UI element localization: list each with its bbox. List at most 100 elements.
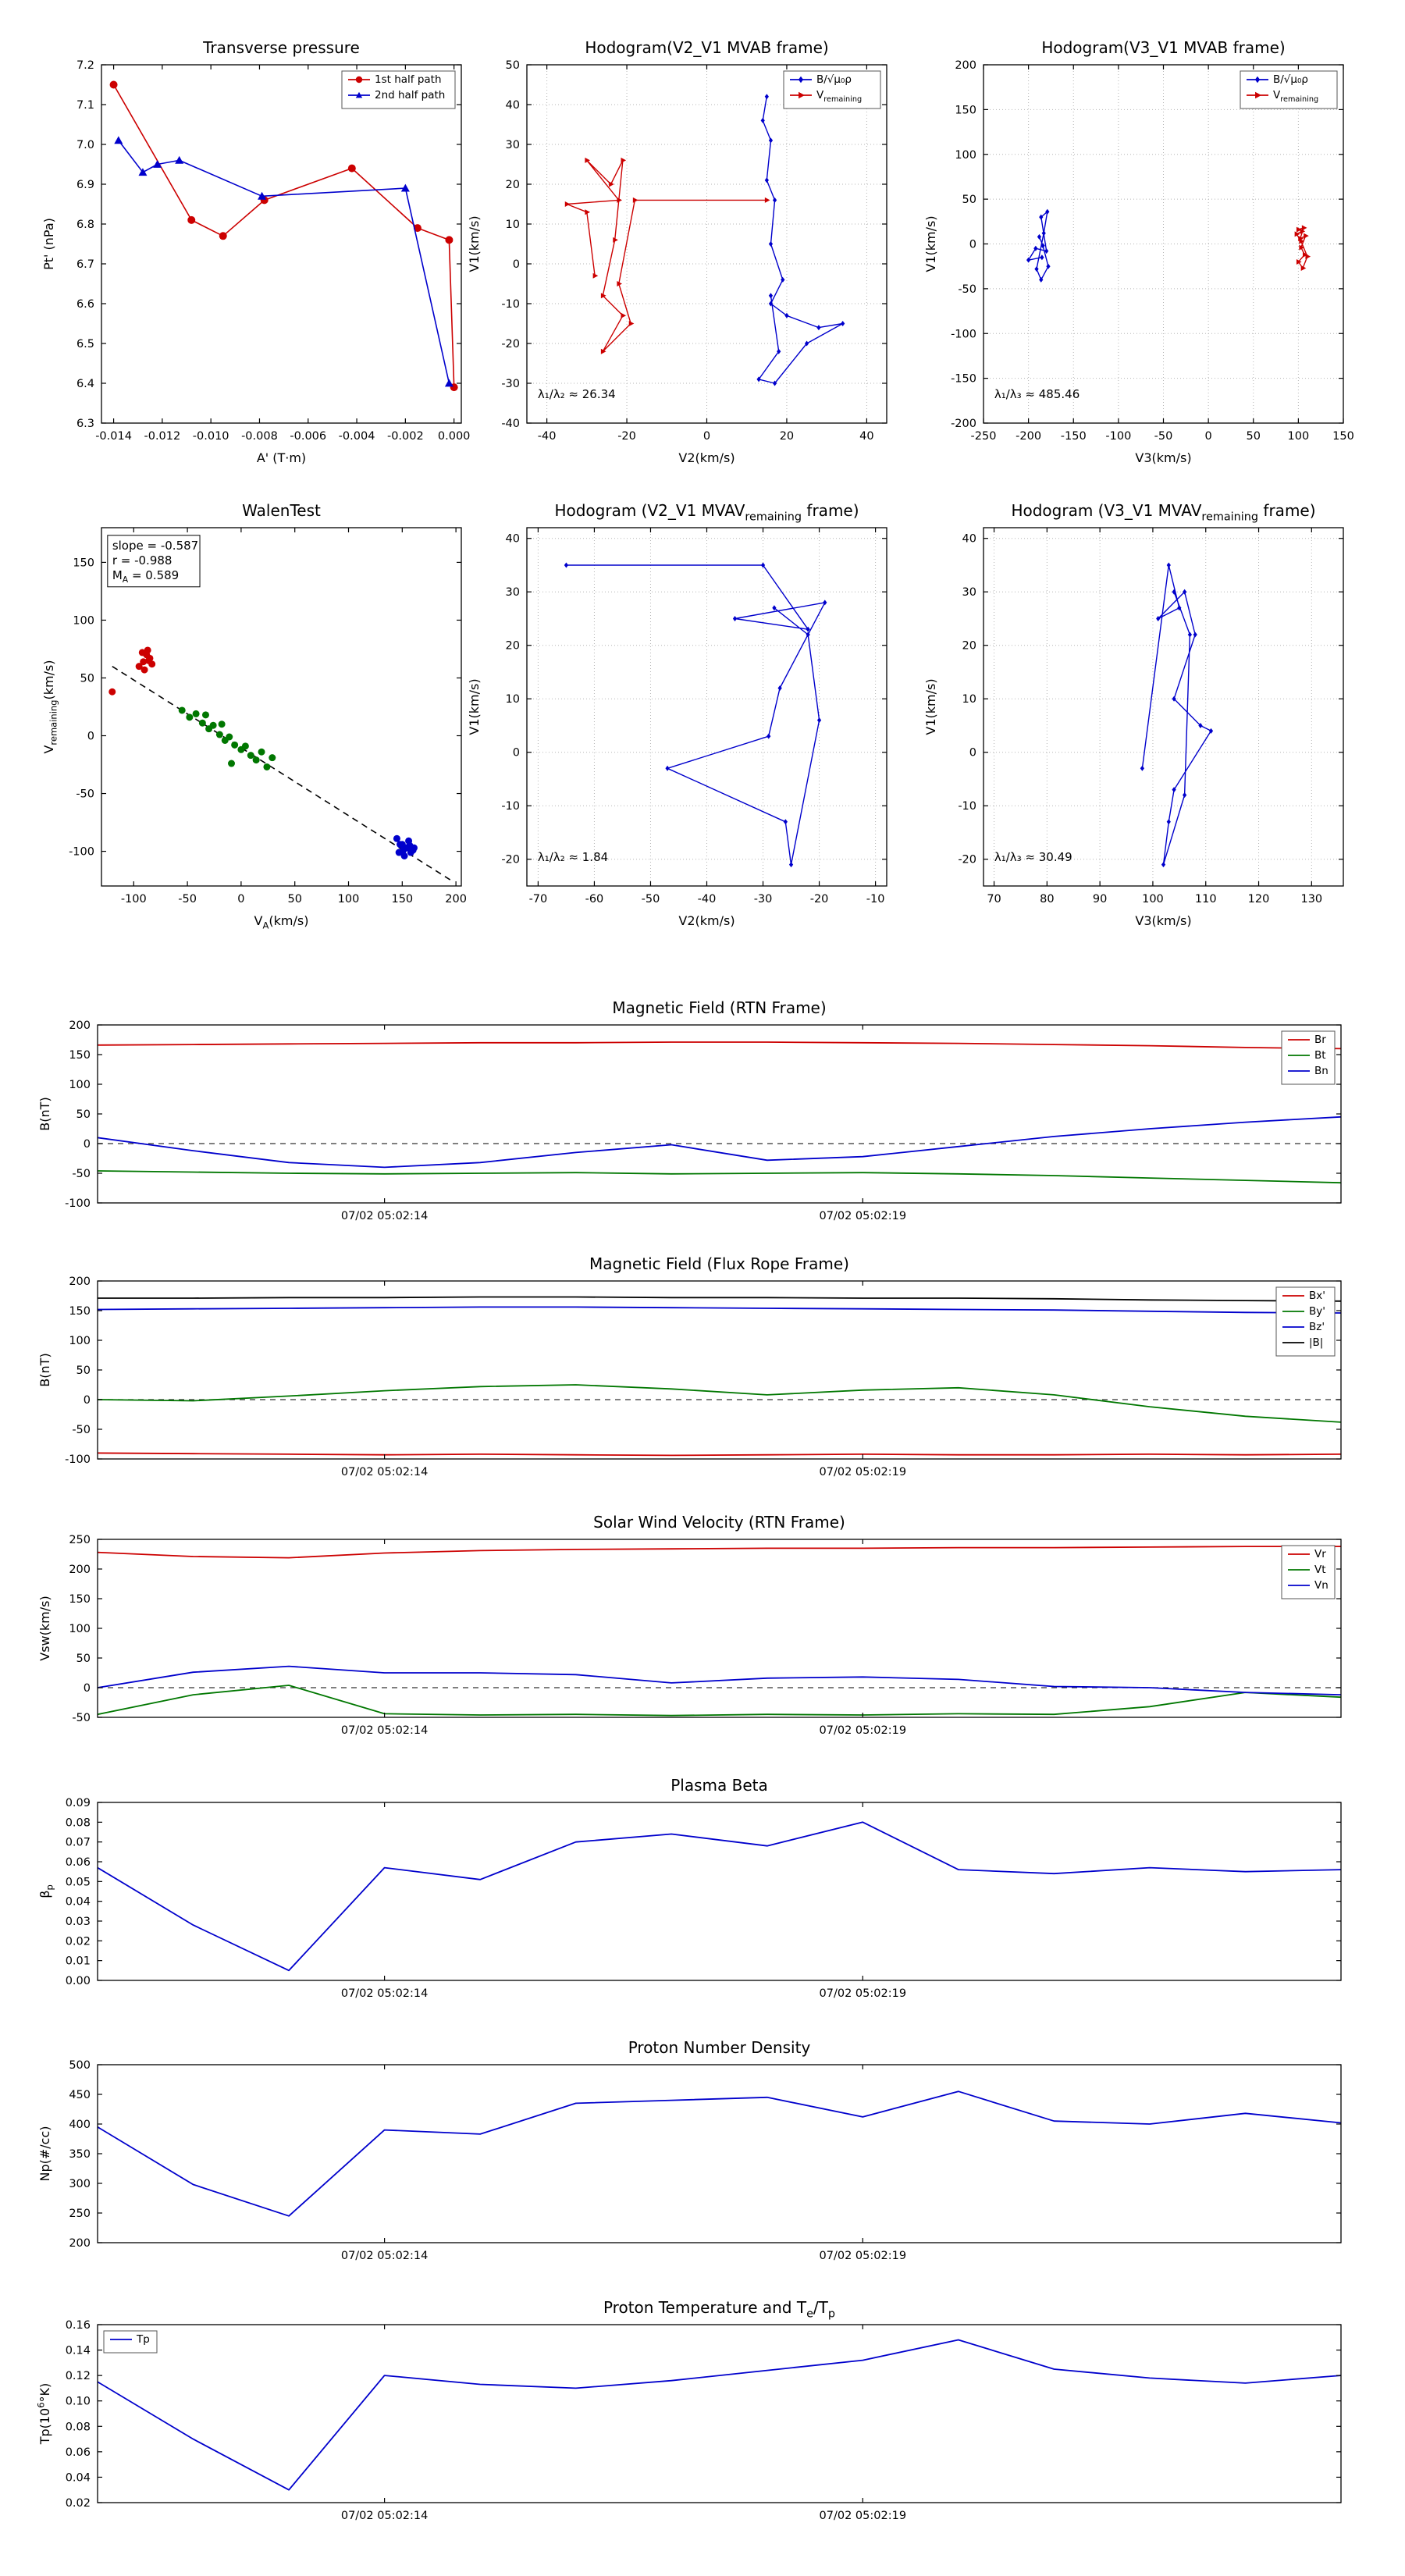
svg-text:07/02 05:02:14: 07/02 05:02:14 <box>341 2250 429 2262</box>
svg-text:07/02 05:02:19: 07/02 05:02:19 <box>820 1210 907 1222</box>
svg-text:0: 0 <box>513 258 520 271</box>
svg-text:-20: -20 <box>617 430 636 443</box>
svg-text:Hodogram(V2_V1 MVAB frame): Hodogram(V2_V1 MVAB frame) <box>585 38 828 57</box>
svg-text:07/02 05:02:14: 07/02 05:02:14 <box>341 1466 429 1478</box>
svg-text:50: 50 <box>76 1653 91 1665</box>
svg-text:-250: -250 <box>971 430 997 443</box>
svg-text:0.01: 0.01 <box>66 1955 91 1968</box>
svg-text:V3(km/s): V3(km/s) <box>1135 913 1191 928</box>
chart-magnetic-field-flux-rope: 07/02 05:02:14 07/02 05:02:19 -100 -50 0 50 10… <box>23 1244 1350 1500</box>
svg-text:0: 0 <box>513 747 520 760</box>
svg-text:50: 50 <box>76 1108 91 1121</box>
svg-text:V1(km/s): V1(km/s) <box>467 678 482 735</box>
svg-text:V1(km/s): V1(km/s) <box>923 215 938 272</box>
transverse-pressure-svg: -0.014 -0.012 -0.010 -0.008 -0.006 -0.004 -0.0… <box>41 38 471 465</box>
svg-text:6.7: 6.7 <box>76 258 94 271</box>
svg-text:0.16: 0.16 <box>66 2319 91 2332</box>
svg-text:150: 150 <box>73 557 94 569</box>
svg-text:50: 50 <box>962 194 976 206</box>
hodogram-v3v1-mvab-svg: -250 -200 -150 -100 -50 0 50 100 150-200-150-100… <box>923 38 1354 465</box>
svg-text:0: 0 <box>84 1394 91 1407</box>
svg-text:0.10: 0.10 <box>66 2396 91 2408</box>
svg-text:150: 150 <box>391 893 413 906</box>
svg-text:100: 100 <box>1288 430 1310 443</box>
svg-text:-50: -50 <box>642 893 660 906</box>
svg-text:07/02 05:02:14: 07/02 05:02:14 <box>341 2510 429 2522</box>
svg-text:40: 40 <box>506 99 520 112</box>
svg-text:0: 0 <box>969 239 976 251</box>
svg-text:7.2: 7.2 <box>76 59 94 72</box>
svg-text:100: 100 <box>955 149 976 162</box>
chart-walen-test: -100 -50 0 50 100 150 200 -100 -50 0 50 100 150 Walen… <box>27 482 472 939</box>
walen-test-svg: -100 -50 0 50 100 150 200 -100 -50 0 50 100 150 Walen… <box>41 501 467 930</box>
svg-text:λ₁/λ₂ ≈ 26.34: λ₁/λ₂ ≈ 26.34 <box>538 387 616 401</box>
svg-text:0.00: 0.00 <box>66 1975 91 1987</box>
svg-text:-50: -50 <box>76 788 94 801</box>
svg-text:110: 110 <box>1195 893 1217 906</box>
chart-plasma-beta: 07/02 05:02:14 07/02 05:02:19 0.00 0.01 0.02… <box>23 1765 1350 2021</box>
svg-text:50: 50 <box>506 59 520 72</box>
hodogram-v2v1-mvab-svg: -40 -20 0 20 40 -40 -30 -20 -10 0 10 20 30 40 50 Hodogr… <box>467 38 887 465</box>
svg-text:Transverse pressure: Transverse pressure <box>202 38 360 57</box>
svg-text:150: 150 <box>1332 430 1354 443</box>
svg-text:40: 40 <box>962 533 976 546</box>
svg-text:10: 10 <box>962 693 976 706</box>
svg-text:6.4: 6.4 <box>76 378 94 390</box>
svg-text:100: 100 <box>69 1079 91 1091</box>
svg-text:40: 40 <box>859 430 873 443</box>
svg-text:V2(km/s): V2(km/s) <box>678 450 735 465</box>
svg-text:0.07: 0.07 <box>66 1837 91 1849</box>
svg-text:30: 30 <box>506 586 520 599</box>
svg-text:Hodogram (V2_V1 MVAVremaining: Hodogram (V2_V1 MVAVremaining frame) <box>554 501 859 524</box>
svg-text:MA = 0.589: MA = 0.589 <box>112 568 179 585</box>
svg-text:0.02: 0.02 <box>66 1935 91 1948</box>
svg-text:6.8: 6.8 <box>76 219 94 231</box>
svg-text:V1(km/s): V1(km/s) <box>923 678 938 735</box>
svg-text:100: 100 <box>338 893 360 906</box>
svg-text:150: 150 <box>69 1049 91 1062</box>
svg-text:Vremaining(km/s): Vremaining(km/s) <box>41 660 59 753</box>
svg-text:130: 130 <box>1300 893 1322 906</box>
svg-text:-30: -30 <box>501 378 520 390</box>
svg-text:0: 0 <box>87 731 94 743</box>
svg-text:50: 50 <box>287 893 301 906</box>
svg-text:Tp(106°K): Tp(106°K) <box>35 2383 52 2446</box>
svg-text:80: 80 <box>1040 893 1054 906</box>
svg-text:0.000: 0.000 <box>438 430 471 443</box>
svg-text:-50: -50 <box>72 1712 91 1724</box>
svg-text:6.6: 6.6 <box>76 298 94 311</box>
svg-text:0: 0 <box>84 1138 91 1151</box>
svg-text:0: 0 <box>969 747 976 760</box>
svg-text:20: 20 <box>506 179 520 191</box>
svg-text:0: 0 <box>703 430 710 443</box>
svg-text:30: 30 <box>506 139 520 151</box>
svg-text:Magnetic Field (RTN Frame): Magnetic Field (RTN Frame) <box>612 998 826 1017</box>
svg-text:Pt' (nPa): Pt' (nPa) <box>41 218 56 270</box>
svg-text:-10: -10 <box>866 893 885 906</box>
svg-text:200: 200 <box>955 59 976 72</box>
svg-text:100: 100 <box>73 614 94 627</box>
svg-text:20: 20 <box>962 640 976 653</box>
svg-text:Magnetic Field (Flux Rope Fram: Magnetic Field (Flux Rope Frame) <box>589 1254 849 1273</box>
svg-text:200: 200 <box>69 1019 91 1032</box>
chart-proton-temperature: 07/02 05:02:14 07/02 05:02:19 0.02 0.04 0.06… <box>23 2287 1350 2543</box>
svg-text:-30: -30 <box>754 893 773 906</box>
svg-text:V3(km/s): V3(km/s) <box>1135 450 1191 465</box>
svg-text:-60: -60 <box>585 893 604 906</box>
svg-text:70: 70 <box>987 893 1001 906</box>
svg-text:Vt: Vt <box>1314 1564 1326 1576</box>
svg-text:6.5: 6.5 <box>76 338 94 350</box>
svg-text:90: 90 <box>1093 893 1107 906</box>
svg-text:6.9: 6.9 <box>76 179 94 191</box>
proton-number-density-svg: 07/02 05:02:14 07/02 05:02:19 200 250 300 350… <box>37 2038 1342 2262</box>
svg-text:50: 50 <box>80 672 94 685</box>
svg-text:20: 20 <box>506 640 520 653</box>
proton-temperature-svg: 07/02 05:02:14 07/02 05:02:19 0.02 0.04 0.06… <box>35 2298 1342 2522</box>
svg-text:7.1: 7.1 <box>76 99 94 112</box>
svg-text:250: 250 <box>69 2208 91 2220</box>
svg-text:0.14: 0.14 <box>66 2345 91 2357</box>
svg-text:B/√μ₀ρ: B/√μ₀ρ <box>816 73 852 86</box>
svg-text:1st half path: 1st half path <box>375 73 442 86</box>
svg-text:λ₁/λ₃ ≈ 485.46: λ₁/λ₃ ≈ 485.46 <box>994 387 1080 401</box>
svg-text:-20: -20 <box>958 854 976 866</box>
